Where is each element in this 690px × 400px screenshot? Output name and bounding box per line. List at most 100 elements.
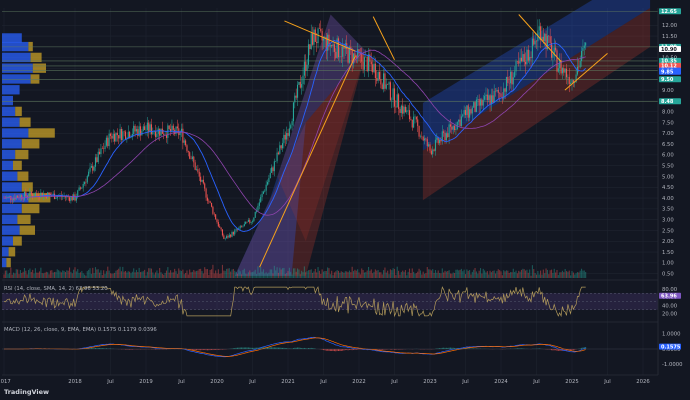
- volume-bar: [583, 270, 585, 278]
- price-tag: [659, 68, 681, 75]
- macd-histogram-bar: [267, 347, 269, 349]
- macd-histogram-bar: [385, 349, 387, 350]
- candle-body: [265, 184, 267, 191]
- volume-bar: [332, 275, 334, 278]
- candle-body: [180, 128, 183, 133]
- volume-bar: [3, 274, 5, 278]
- macd-histogram-bar: [552, 349, 554, 351]
- volume-bar: [385, 272, 387, 278]
- macd-histogram-bar: [221, 349, 223, 350]
- volume-bar: [17, 269, 19, 278]
- candle-body: [544, 33, 546, 42]
- macd-histogram-bar: [323, 349, 324, 351]
- volume-bar: [8, 272, 11, 278]
- candle-body: [220, 227, 222, 230]
- macd-histogram-bar: [439, 348, 441, 349]
- volume-bar: [443, 272, 445, 278]
- volume-bar: [137, 272, 139, 278]
- macd-histogram-bar: [335, 349, 337, 352]
- candle-body: [449, 124, 452, 127]
- volume-bar: [579, 270, 581, 278]
- volume-bar: [355, 270, 357, 278]
- volume-profile-bar-up: [2, 182, 22, 192]
- macd-histogram-bar: [217, 349, 219, 350]
- volume-profile-bar-down: [21, 182, 33, 192]
- candle-body: [100, 148, 102, 155]
- rsi-legend: RSI (14, close, SMA, 14, 2) 63.96 53.20: [4, 286, 108, 292]
- volume-bar: [97, 269, 99, 278]
- candle-body: [355, 55, 357, 59]
- macd-histogram-bar: [216, 349, 218, 350]
- volume-bar: [38, 271, 41, 278]
- volume-bar: [351, 266, 353, 278]
- volume-bar: [497, 269, 499, 278]
- candle-body: [231, 232, 233, 237]
- candle-body: [572, 80, 574, 83]
- volume-bar: [36, 272, 38, 278]
- volume-bar: [133, 268, 135, 278]
- volume-bar: [511, 272, 513, 278]
- candle-body: [327, 34, 329, 51]
- candle-body: [82, 184, 84, 188]
- candle-body: [351, 49, 353, 64]
- volume-bar: [281, 268, 284, 278]
- macd-histogram-bar: [380, 349, 382, 350]
- macd-histogram-bar: [292, 348, 294, 349]
- candle-body: [553, 47, 555, 54]
- volume-bar: [86, 271, 88, 278]
- volume-bar: [425, 273, 427, 278]
- volume-bar: [152, 272, 154, 278]
- macd-histogram-bar: [384, 349, 386, 350]
- volume-bar: [407, 271, 409, 278]
- candle-body: [388, 82, 390, 85]
- candle-body: [389, 82, 391, 101]
- candle-body: [253, 217, 255, 222]
- volume-bar: [572, 272, 574, 278]
- volume-bar: [452, 272, 454, 278]
- candle-body: [198, 171, 200, 177]
- volume-bar: [585, 272, 587, 278]
- volume-bar: [194, 271, 196, 278]
- price-tag-label: 12.65: [661, 9, 677, 15]
- volume-bar: [81, 270, 83, 278]
- candle-body: [451, 126, 453, 130]
- volume-bar: [108, 270, 110, 278]
- candle-body: [251, 221, 254, 222]
- candle-body: [21, 195, 23, 199]
- volume-profile-bar-down: [21, 139, 40, 149]
- candle-body: [266, 182, 269, 185]
- volume-bar: [582, 270, 584, 278]
- volume-bar: [342, 271, 344, 278]
- macd-histogram-bar: [333, 349, 335, 352]
- volume-bar: [486, 271, 488, 278]
- candle-body: [342, 46, 344, 57]
- candle-body: [139, 126, 142, 136]
- macd-histogram-bar: [92, 348, 94, 349]
- candle-body: [392, 88, 394, 100]
- candle-body: [333, 44, 335, 52]
- volume-profile-bar-up: [2, 52, 31, 63]
- price-tick-label: 4.00: [662, 196, 674, 202]
- price-tag: [659, 57, 681, 64]
- candle-body: [488, 95, 490, 101]
- macd-histogram-bar: [301, 348, 303, 349]
- candle-body: [376, 78, 378, 81]
- volume-bar: [11, 274, 13, 278]
- channel-upper-band: [234, 14, 367, 276]
- macd-histogram-bar: [358, 349, 360, 350]
- volume-bar: [309, 269, 311, 278]
- trend-line: [372, 16, 395, 61]
- macd-histogram-bar: [246, 347, 248, 349]
- volume-profile-bar-down: [6, 257, 11, 268]
- volume-bar: [545, 268, 547, 278]
- volume-bar: [183, 274, 185, 278]
- volume-bar: [163, 274, 165, 278]
- rsi-value-tag: [659, 292, 681, 299]
- volume-profile-bar-up: [2, 247, 9, 257]
- volume-bar: [343, 272, 345, 278]
- candle-body: [73, 194, 75, 201]
- volume-bar: [205, 269, 207, 278]
- candle-body: [474, 102, 476, 112]
- volume-bar: [126, 272, 128, 278]
